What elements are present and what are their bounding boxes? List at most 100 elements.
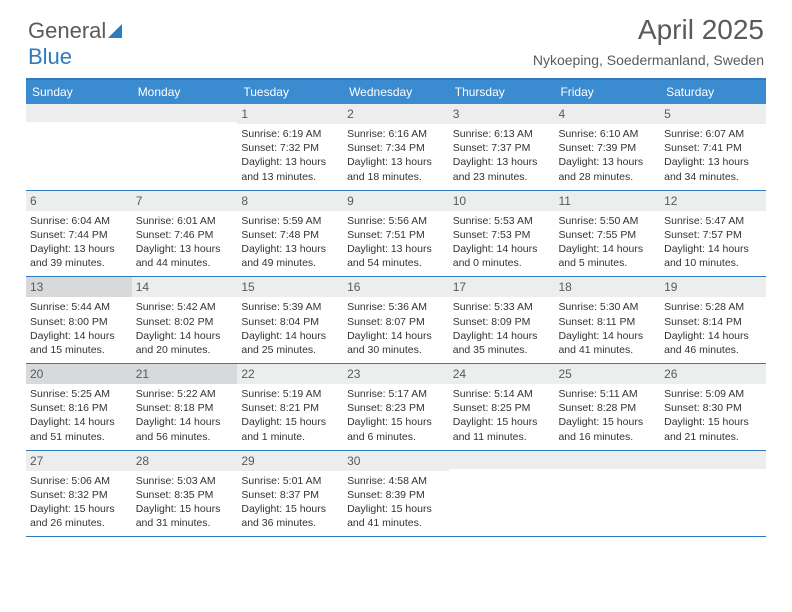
weekday-header: Saturday	[660, 80, 766, 104]
weekday-header: Thursday	[449, 80, 555, 104]
sunrise-text: Sunrise: 6:16 AM	[347, 127, 445, 141]
day-info: Sunrise: 5:42 AMSunset: 8:02 PMDaylight:…	[136, 300, 234, 357]
daylight-text: Daylight: 15 hours and 16 minutes.	[558, 415, 656, 443]
sunrise-text: Sunrise: 5:28 AM	[664, 300, 762, 314]
sunrise-text: Sunrise: 5:30 AM	[558, 300, 656, 314]
calendar-day-cell: 6Sunrise: 6:04 AMSunset: 7:44 PMDaylight…	[26, 191, 132, 277]
daylight-text: Daylight: 15 hours and 11 minutes.	[453, 415, 551, 443]
sunrise-text: Sunrise: 5:39 AM	[241, 300, 339, 314]
day-number	[660, 451, 766, 469]
day-info: Sunrise: 5:28 AMSunset: 8:14 PMDaylight:…	[664, 300, 762, 357]
sunrise-text: Sunrise: 5:09 AM	[664, 387, 762, 401]
sunset-text: Sunset: 8:18 PM	[136, 401, 234, 415]
day-info: Sunrise: 5:11 AMSunset: 8:28 PMDaylight:…	[558, 387, 656, 444]
sunset-text: Sunset: 8:23 PM	[347, 401, 445, 415]
calendar-day-cell: 17Sunrise: 5:33 AMSunset: 8:09 PMDayligh…	[449, 277, 555, 363]
daylight-text: Daylight: 13 hours and 13 minutes.	[241, 155, 339, 183]
day-number: 12	[660, 191, 766, 211]
calendar-grid: SundayMondayTuesdayWednesdayThursdayFrid…	[26, 78, 766, 537]
sunset-text: Sunset: 7:46 PM	[136, 228, 234, 242]
sunrise-text: Sunrise: 5:11 AM	[558, 387, 656, 401]
day-number: 1	[237, 104, 343, 124]
sunrise-text: Sunrise: 5:56 AM	[347, 214, 445, 228]
daylight-text: Daylight: 14 hours and 56 minutes.	[136, 415, 234, 443]
daylight-text: Daylight: 13 hours and 49 minutes.	[241, 242, 339, 270]
calendar-day-cell: 30Sunrise: 4:58 AMSunset: 8:39 PMDayligh…	[343, 451, 449, 537]
sunrise-text: Sunrise: 5:03 AM	[136, 474, 234, 488]
calendar-day-cell: 25 Sunrise: 5:11 AMSunset: 8:28 PMDayligh…	[554, 364, 660, 450]
brand-part2: Blue	[28, 44, 72, 69]
sunrise-text: Sunrise: 5:19 AM	[241, 387, 339, 401]
day-number: 6	[26, 191, 132, 211]
sunrise-text: Sunrise: 6:04 AM	[30, 214, 128, 228]
daylight-text: Daylight: 13 hours and 23 minutes.	[453, 155, 551, 183]
weekday-header: Wednesday	[343, 80, 449, 104]
sunrise-text: Sunrise: 5:44 AM	[30, 300, 128, 314]
day-info: Sunrise: 5:39 AMSunset: 8:04 PMDaylight:…	[241, 300, 339, 357]
calendar-day-cell: 26Sunrise: 5:09 AMSunset: 8:30 PMDayligh…	[660, 364, 766, 450]
day-number: 11	[554, 191, 660, 211]
day-info: Sunrise: 5:44 AMSunset: 8:00 PMDaylight:…	[30, 300, 128, 357]
calendar-day-cell: 15 Sunrise: 5:39 AMSunset: 8:04 PMDayligh…	[237, 277, 343, 363]
day-info: Sunrise: 5:14 AMSunset: 8:25 PMDaylight:…	[453, 387, 551, 444]
calendar-week-row: 1Sunrise: 6:19 AMSunset: 7:32 PMDaylight…	[26, 104, 766, 191]
calendar-day-cell	[132, 104, 238, 190]
day-number: 29	[237, 451, 343, 471]
calendar-day-cell: 1 Sunrise: 6:19 AMSunset: 7:32 PMDaylight…	[237, 104, 343, 190]
day-number: 18	[554, 277, 660, 297]
sunrise-text: Sunrise: 6:07 AM	[664, 127, 762, 141]
day-number: 13	[26, 277, 132, 297]
day-number: 26	[660, 364, 766, 384]
day-number: 15	[237, 277, 343, 297]
sunset-text: Sunset: 7:34 PM	[347, 141, 445, 155]
day-number: 27	[26, 451, 132, 471]
calendar-week-row: 27Sunrise: 5:06 AMSunset: 8:32 PMDayligh…	[26, 451, 766, 538]
sunrise-text: Sunrise: 5:59 AM	[241, 214, 339, 228]
sunset-text: Sunset: 8:39 PM	[347, 488, 445, 502]
day-number	[132, 104, 238, 122]
day-number: 28	[132, 451, 238, 471]
daylight-text: Daylight: 13 hours and 44 minutes.	[136, 242, 234, 270]
sunset-text: Sunset: 8:02 PM	[136, 315, 234, 329]
daylight-text: Daylight: 14 hours and 25 minutes.	[241, 329, 339, 357]
sunrise-text: Sunrise: 5:36 AM	[347, 300, 445, 314]
calendar-day-cell: 20Sunrise: 5:25 AMSunset: 8:16 PMDayligh…	[26, 364, 132, 450]
daylight-text: Daylight: 14 hours and 30 minutes.	[347, 329, 445, 357]
sunrise-text: Sunrise: 5:47 AM	[664, 214, 762, 228]
weekday-header: Sunday	[26, 80, 132, 104]
daylight-text: Daylight: 14 hours and 46 minutes.	[664, 329, 762, 357]
sunrise-text: Sunrise: 6:10 AM	[558, 127, 656, 141]
sunrise-text: Sunrise: 5:53 AM	[453, 214, 551, 228]
day-info: Sunrise: 5:01 AMSunset: 8:37 PMDaylight:…	[241, 474, 339, 531]
day-number: 25	[554, 364, 660, 384]
calendar-day-cell	[554, 451, 660, 537]
sunset-text: Sunset: 7:37 PM	[453, 141, 551, 155]
location-subtitle: Nykoeping, Soedermanland, Sweden	[533, 52, 764, 68]
sunrise-text: Sunrise: 6:19 AM	[241, 127, 339, 141]
calendar-day-cell: 28 Sunrise: 5:03 AMSunset: 8:35 PMDayligh…	[132, 451, 238, 537]
day-info: Sunrise: 6:10 AMSunset: 7:39 PMDaylight:…	[558, 127, 656, 184]
daylight-text: Daylight: 14 hours and 5 minutes.	[558, 242, 656, 270]
day-number: 16	[343, 277, 449, 297]
daylight-text: Daylight: 13 hours and 54 minutes.	[347, 242, 445, 270]
calendar-day-cell: 14Sunrise: 5:42 AMSunset: 8:02 PMDayligh…	[132, 277, 238, 363]
calendar-day-cell: 7Sunrise: 6:01 AMSunset: 7:46 PMDaylight…	[132, 191, 238, 277]
sunset-text: Sunset: 8:28 PM	[558, 401, 656, 415]
weekday-header: Tuesday	[237, 80, 343, 104]
day-info: Sunrise: 5:03 AMSunset: 8:35 PMDaylight:…	[136, 474, 234, 531]
sunrise-text: Sunrise: 5:33 AM	[453, 300, 551, 314]
day-number: 19	[660, 277, 766, 297]
day-number: 10	[449, 191, 555, 211]
daylight-text: Daylight: 14 hours and 0 minutes.	[453, 242, 551, 270]
day-number: 17	[449, 277, 555, 297]
calendar-day-cell: 18Sunrise: 5:30 AMSunset: 8:11 PMDayligh…	[554, 277, 660, 363]
sunrise-text: Sunrise: 4:58 AM	[347, 474, 445, 488]
sunrise-text: Sunrise: 5:42 AM	[136, 300, 234, 314]
calendar-week-row: 20Sunrise: 5:25 AMSunset: 8:16 PMDayligh…	[26, 364, 766, 451]
weekday-header: Monday	[132, 80, 238, 104]
daylight-text: Daylight: 14 hours and 35 minutes.	[453, 329, 551, 357]
sunset-text: Sunset: 7:41 PM	[664, 141, 762, 155]
sunset-text: Sunset: 7:32 PM	[241, 141, 339, 155]
calendar-day-cell	[449, 451, 555, 537]
sunset-text: Sunset: 8:25 PM	[453, 401, 551, 415]
